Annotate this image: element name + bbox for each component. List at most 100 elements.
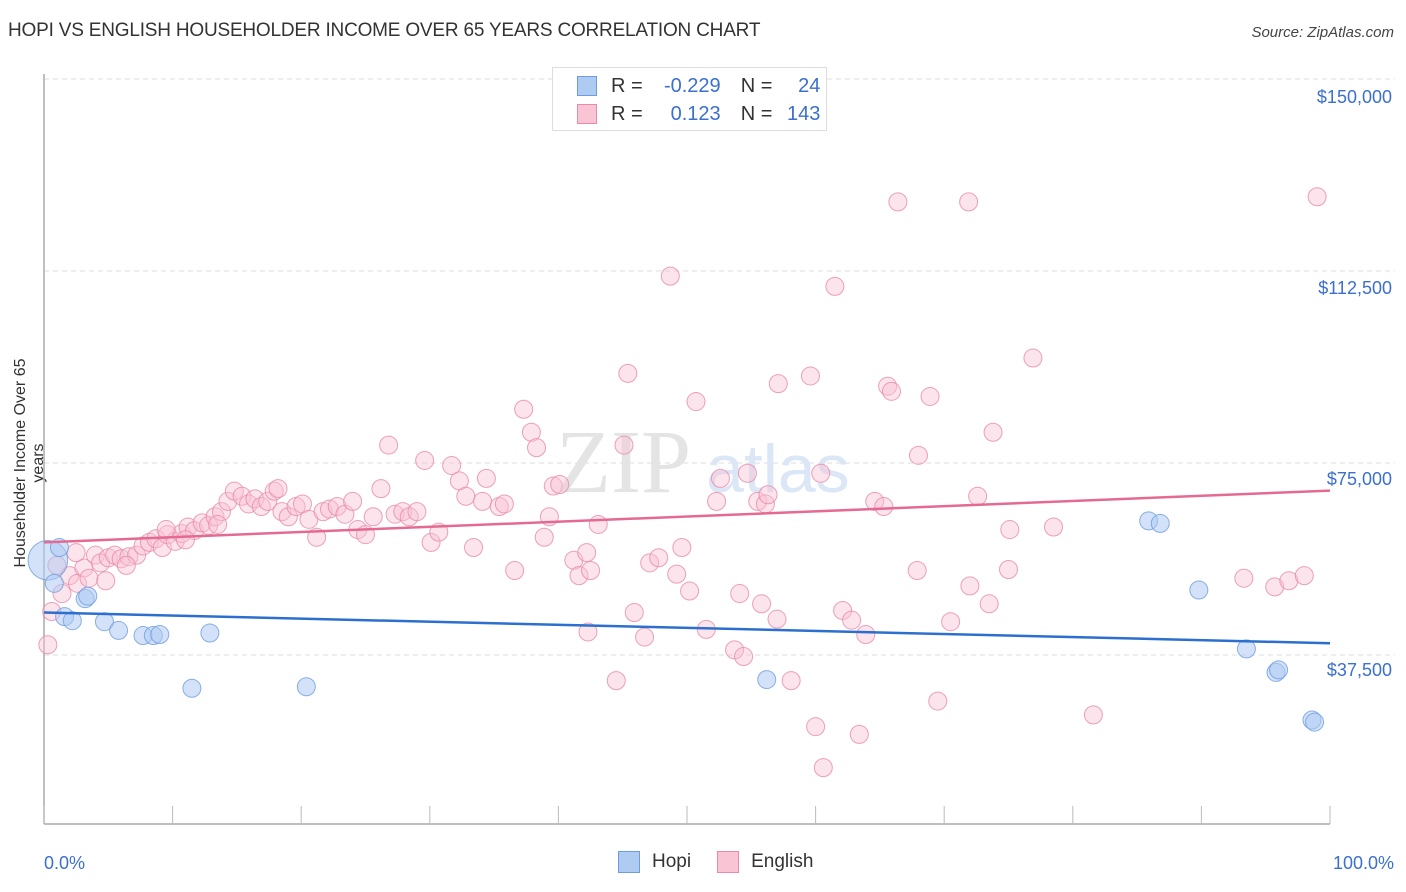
english-data-point [813,758,833,778]
legend-row-hopi: R = -0.229 N = 24 [577,73,820,99]
english-data-point [258,491,278,511]
english-data-point [874,497,894,517]
hopi-data-point [200,623,220,643]
english-data-point [624,603,644,623]
english-data-point [781,671,801,691]
english-data-point [371,479,391,499]
axes [43,74,1331,825]
english-r-value: 0.123 [670,102,721,125]
english-data-point [442,456,462,476]
english-legend-swatch-icon [717,851,740,873]
english-data-point [218,491,238,511]
trend-lines [43,489,1331,645]
english-data-point [667,564,687,584]
english-data-point [758,485,778,505]
english-data-point [208,514,228,534]
n-label: N = [740,74,773,97]
english-data-point [66,543,86,563]
english-data-point [581,561,601,581]
svg-text:atlas: atlas [706,431,850,507]
legend-item-hopi[interactable]: Hopi [618,851,691,873]
english-data-point [363,507,383,527]
english-data-point [543,476,563,496]
english-data-point [1279,571,1299,591]
english-n-value: 143 [787,102,821,125]
svg-text:ZIP: ZIP [556,413,691,512]
hopi-legend-swatch-icon [618,851,640,873]
english-data-point [268,479,288,499]
english-data-point [1234,568,1254,588]
english-data-point [968,486,988,506]
hopi-trend-line [43,611,1331,645]
english-data-point [842,610,862,630]
english-data-point [737,463,757,483]
hopi-data-point [150,625,170,645]
english-data-point [1083,705,1103,725]
english-data-point [908,445,928,465]
english-data-point [672,537,692,557]
n-label: N = [740,102,773,125]
english-data-point [979,594,999,614]
y-tick-112500: $112,500 [1318,278,1392,298]
english-data-point [767,609,787,629]
english-data-point [1023,348,1043,368]
english-data-point [156,520,176,540]
hopi-points [27,511,1325,732]
hopi-data-point [62,611,82,631]
english-data-point [588,514,608,534]
english-data-point [614,435,634,455]
hopi-swatch-icon [577,76,597,96]
english-data-point [327,497,347,517]
hopi-data-point [1150,513,1170,533]
english-data-point [959,192,979,212]
english-data-point [768,374,788,394]
english-data-point [96,571,116,591]
english-data-point [514,399,534,419]
hopi-data-point [78,586,98,606]
english-data-point [127,545,147,565]
english-data-point [211,502,231,522]
hopi-data-point [109,620,129,640]
hopi-data-point [757,670,777,690]
english-data-point [550,475,570,495]
english-data-point [534,527,554,547]
english-data-point [707,491,727,511]
watermark: ZIP atlas [556,413,850,512]
english-data-point [456,486,476,506]
english-data-point [116,555,136,575]
english-data-point [806,717,826,737]
english-data-point [569,566,589,586]
english-data-point [343,491,363,511]
hopi-data-point [1189,580,1209,600]
english-data-point [489,497,509,517]
english-data-point [578,622,598,642]
hopi-data-point [1305,712,1325,732]
english-data-point [319,499,339,519]
english-data-point [527,438,547,458]
y-tick-75000: $75,000 [1326,469,1392,489]
english-data-point [941,612,961,632]
english-data-point [272,502,292,522]
english-data-point [251,497,271,517]
english-data-point [476,468,496,488]
english-data-point [606,671,626,691]
x-tick-100: 100.0% [1332,853,1394,873]
english-data-point [710,468,730,488]
english-data-point [734,647,754,667]
correlation-legend: R = -0.229 N = 24 R = 0.123 N = 143 [552,67,827,131]
english-data-point [205,507,225,527]
english-data-point [649,548,669,568]
hopi-legend-label: Hopi [652,851,692,872]
english-data-point [407,502,427,522]
hopi-data-point [44,573,64,593]
legend-item-english[interactable]: English [717,851,813,873]
english-data-point [888,192,908,212]
english-data-point [752,594,772,614]
r-label: R = [611,102,643,125]
english-data-point [825,276,845,296]
gridlines [44,78,1395,656]
english-data-point [1044,517,1064,537]
english-data-point [640,553,660,573]
legend-row-english: R = 0.123 N = 143 [577,101,820,127]
